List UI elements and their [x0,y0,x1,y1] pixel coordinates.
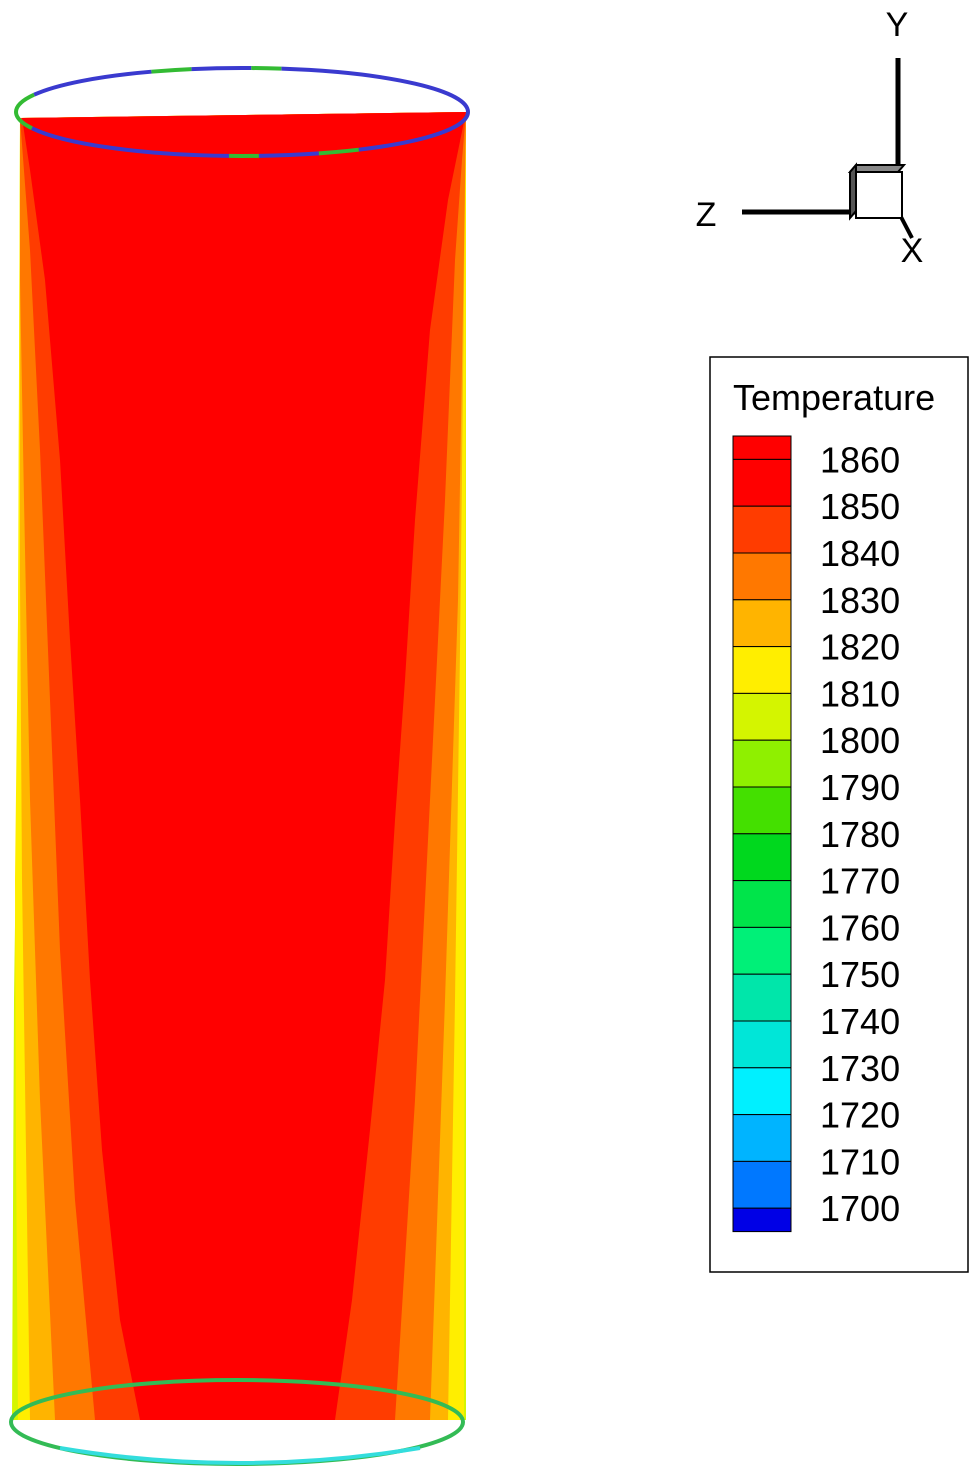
legend-swatch [732,458,792,507]
legend-label: 1720 [820,1095,900,1136]
legend-label: 1800 [820,720,900,761]
axis-triad: Y Z X [696,6,924,270]
legend-label: 1750 [820,954,900,995]
legend-swatch [732,1067,792,1116]
legend-label: 1700 [820,1188,900,1229]
legend-swatch [732,786,792,835]
legend-swatch [732,1020,792,1069]
legend-swatch [732,646,792,694]
top-rim-back [14,66,470,158]
bottom-rim-front [59,1446,421,1465]
x-axis-label: X [901,232,924,270]
legend-label: 1860 [820,439,900,480]
legend-swatch-top [732,435,792,460]
legend-swatch [732,1114,792,1162]
legend-labels: 1860 1850 1840 1830 1820 1810 1800 1790 1780 1770… [820,439,900,1229]
legend-label: 1820 [820,627,900,668]
legend-swatches [732,435,792,1233]
triad-cube-icon [847,162,907,221]
legend-label: 1780 [820,814,900,855]
cylinder-top-rim [14,66,470,158]
legend-swatch [732,880,792,928]
legend-label: 1830 [820,580,900,621]
y-axis-label: Y [886,6,909,44]
temperature-legend: Temperature 1860 1850 1840 1830 1820 1810 1800… [709,356,969,1273]
legend-label: 1740 [820,1001,900,1042]
legend-swatch [732,692,792,741]
contour-core-1860 [22,112,466,1420]
legend-swatch [732,973,792,1022]
legend-label: 1770 [820,861,900,902]
legend-title: Temperature [733,377,935,418]
legend-swatch [732,599,792,648]
legend-swatch [732,505,792,554]
legend-label: 1840 [820,533,900,574]
legend-swatch [732,552,792,601]
legend-swatch [732,926,792,975]
legend-swatch [732,1160,792,1209]
legend-label: 1710 [820,1141,900,1182]
legend-swatch [732,739,792,788]
top-rim-back-alt [14,66,470,158]
cylinder-surface [12,112,466,1420]
legend-label: 1790 [820,767,900,808]
legend-swatch [732,833,792,882]
cylinder-bottom-rim [9,1378,465,1466]
legend-label: 1760 [820,907,900,948]
legend-swatch [732,1207,792,1233]
legend-label: 1850 [820,486,900,527]
legend-label: 1730 [820,1048,900,1089]
z-axis-label: Z [696,196,717,234]
legend-label: 1810 [820,673,900,714]
